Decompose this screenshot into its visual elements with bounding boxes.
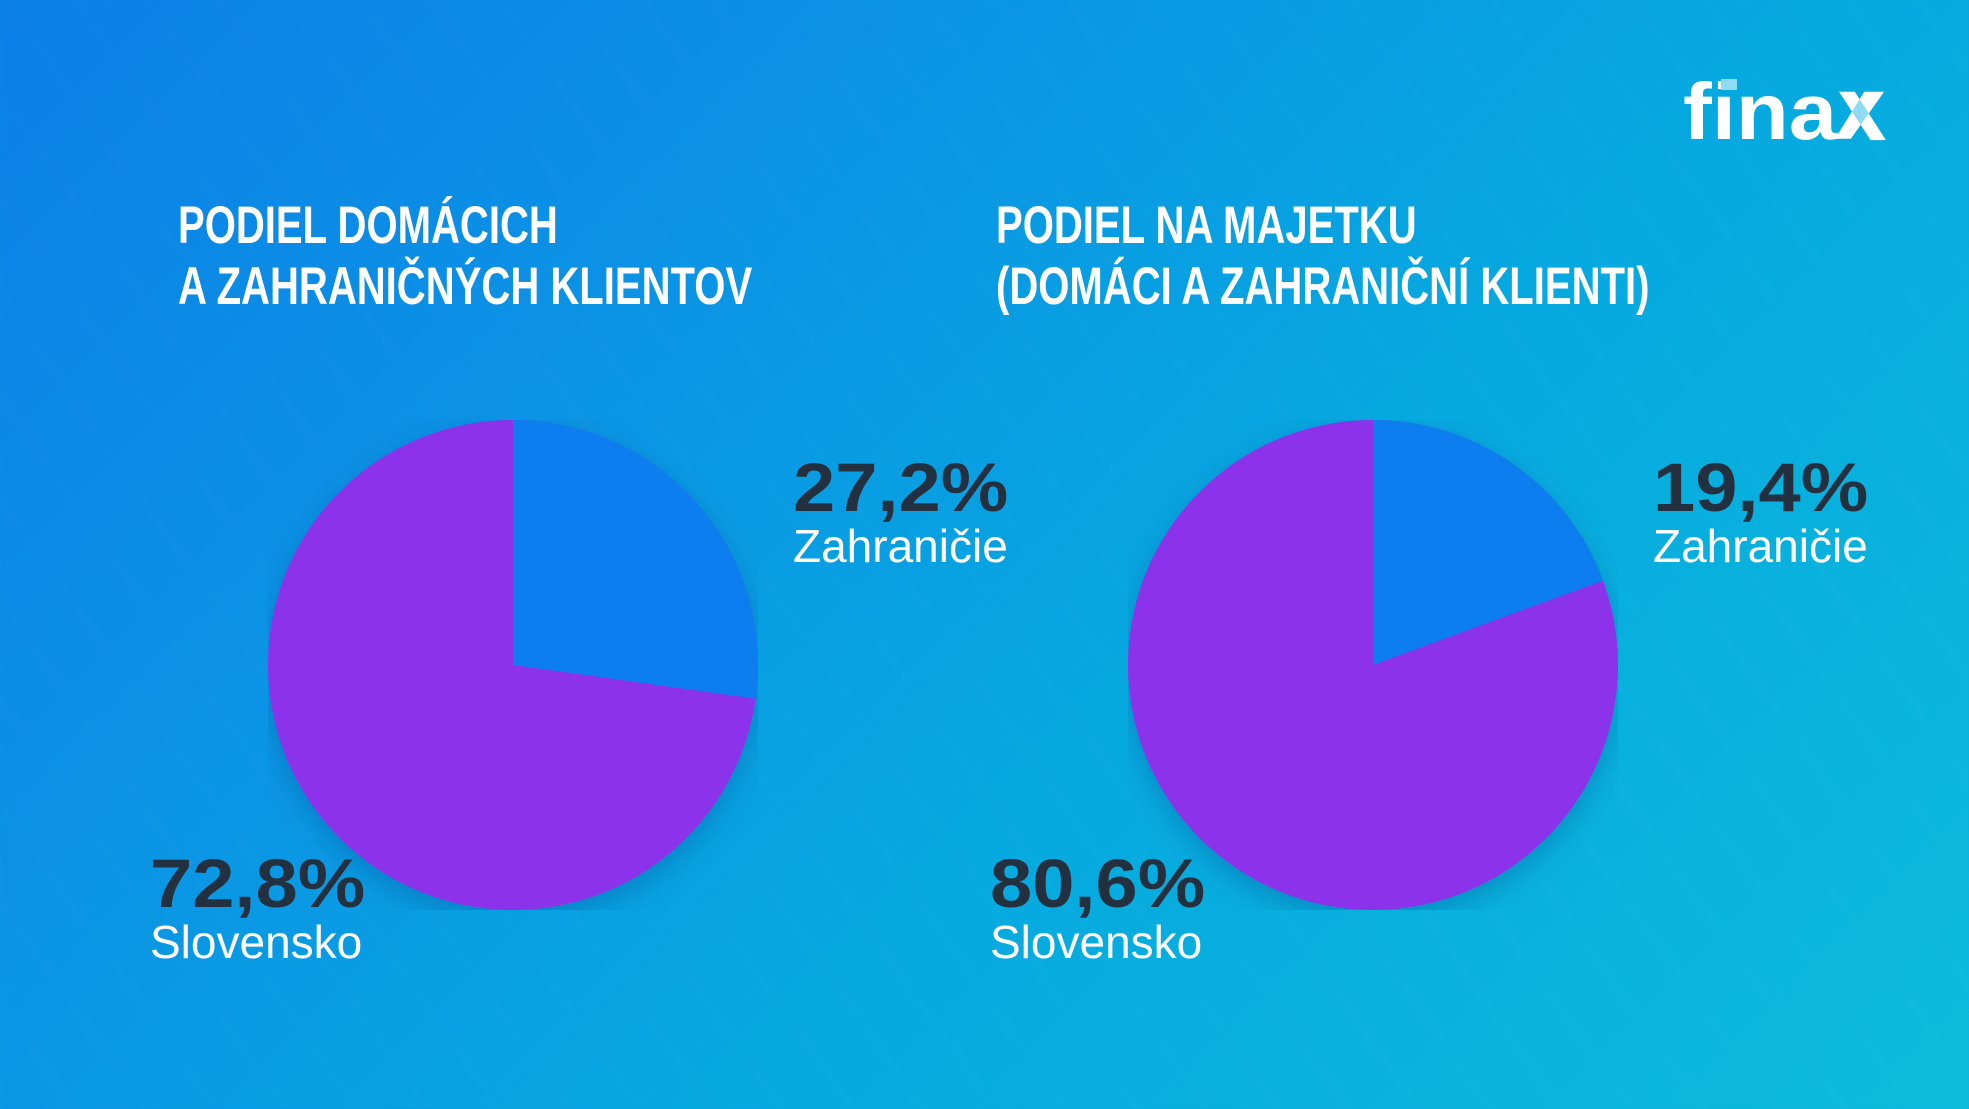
svg-text:fina: fina bbox=[1683, 67, 1838, 156]
